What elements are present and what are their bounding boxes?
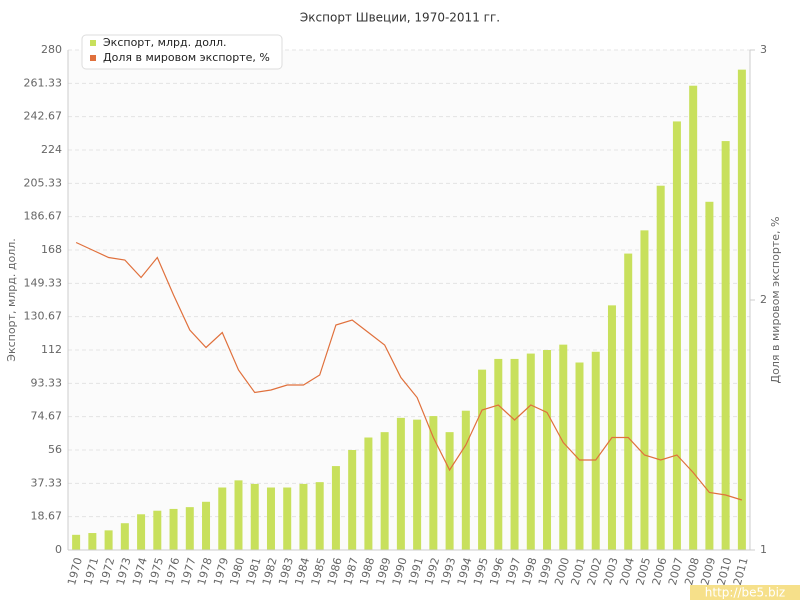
y-tick-label: 130.67: [24, 310, 63, 323]
bar: [104, 530, 113, 550]
legend-marker: [90, 55, 96, 61]
bar: [640, 230, 649, 550]
y-tick-label: 93.33: [31, 376, 63, 389]
bar: [185, 507, 194, 550]
bar: [494, 358, 503, 550]
bar: [153, 510, 162, 550]
bar: [705, 201, 714, 551]
y-tick-label: 224: [41, 143, 62, 156]
bar: [120, 523, 129, 550]
y-tick-label: 280: [41, 43, 62, 56]
bar: [299, 483, 308, 550]
y-tick-label: 149.33: [24, 276, 63, 289]
bar: [445, 432, 454, 550]
bar: [526, 353, 535, 550]
legend-label: Доля в мировом экспорте, %: [103, 51, 270, 64]
bar: [202, 501, 211, 550]
bar: [88, 533, 97, 550]
y-axis-title: Экспорт, млрд. долл.: [5, 238, 18, 361]
bar: [721, 141, 730, 551]
y-tick-label: 18.67: [31, 510, 63, 523]
bar: [737, 69, 746, 551]
y2-axis-title: Доля в мировом экспорте, %: [769, 217, 782, 384]
legend: Экспорт, млрд. долл. Доля в мировом эксп…: [81, 34, 283, 70]
y-tick-label: 37.33: [31, 476, 63, 489]
bar: [656, 185, 665, 550]
bar: [266, 487, 275, 550]
y-tick-label: 0: [55, 543, 62, 556]
y-tick-label: 74.67: [31, 410, 63, 423]
bar: [624, 253, 633, 551]
legend-marker: [90, 40, 96, 46]
bar: [672, 121, 681, 550]
y-tick-label: 186.67: [24, 210, 63, 223]
bar: [315, 482, 324, 550]
y2-tick-label: 1: [760, 543, 767, 556]
chart-title: Экспорт Швеции, 1970-2011 гг.: [300, 11, 500, 25]
bar: [364, 437, 373, 550]
bar: [461, 410, 470, 550]
bar: [137, 514, 146, 550]
bar: [559, 344, 568, 550]
y-tick-label: 56: [48, 443, 62, 456]
bar: [575, 362, 584, 550]
bar: [510, 358, 519, 550]
y-tick-label: 261.33: [24, 76, 63, 89]
y-tick-label: 168: [41, 243, 62, 256]
bar: [607, 305, 616, 550]
bar: [478, 369, 487, 550]
bar: [380, 432, 389, 550]
bar: [348, 450, 357, 550]
watermark: http://be5.biz: [705, 586, 785, 600]
y-tick-label: 205.33: [24, 176, 63, 189]
bar: [543, 350, 552, 550]
bar: [413, 419, 422, 550]
bar: [218, 487, 227, 550]
legend-label: Экспорт, млрд. долл.: [103, 36, 226, 49]
y2-tick-label: 3: [760, 43, 767, 56]
plot-area: [68, 50, 750, 550]
bar: [591, 351, 600, 550]
bar: [689, 85, 698, 550]
bar: [72, 534, 81, 550]
legend-box: [81, 34, 283, 70]
bar: [396, 417, 405, 550]
line: [75, 241, 743, 501]
bar: [234, 480, 243, 550]
bar: [331, 466, 340, 550]
watermark-box: [690, 585, 800, 600]
bar: [169, 508, 178, 550]
y-tick-label: 242.67: [24, 110, 63, 123]
y2-tick-label: 2: [760, 293, 767, 306]
bar: [250, 483, 259, 550]
y-tick-label: 112: [41, 343, 62, 356]
bar: [429, 416, 438, 550]
bar: [283, 487, 292, 550]
